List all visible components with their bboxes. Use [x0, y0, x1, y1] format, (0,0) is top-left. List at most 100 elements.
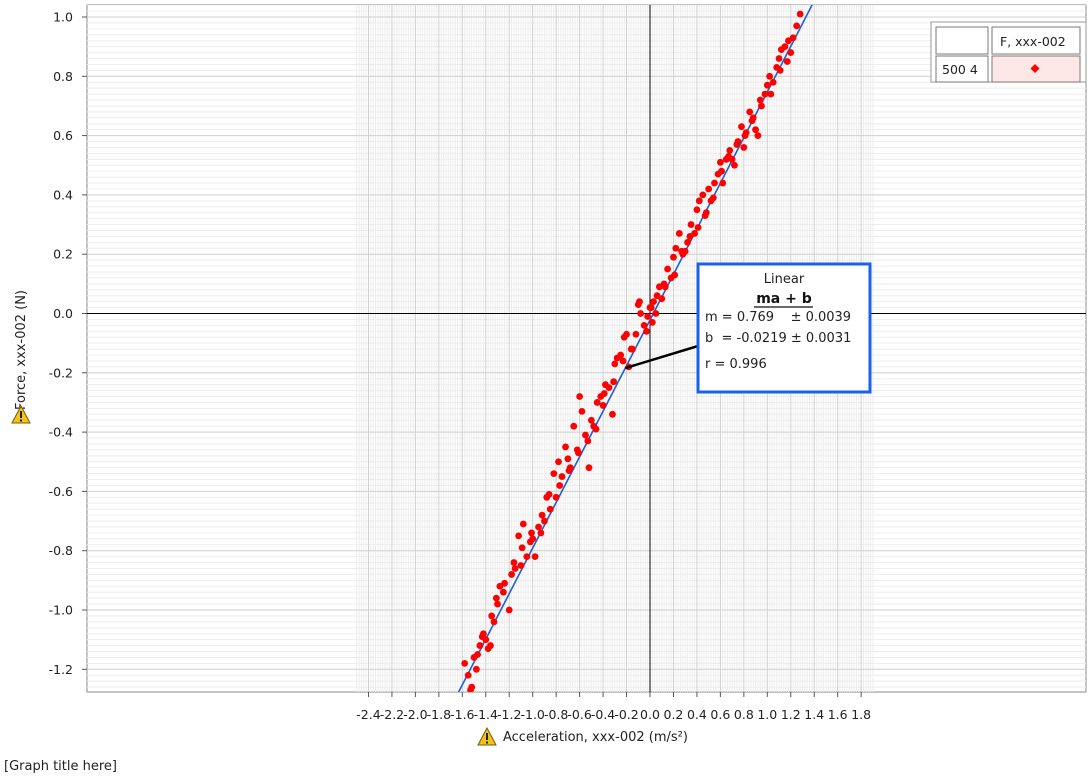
data-point	[578, 407, 586, 415]
x-tick-label: -0.4	[591, 707, 615, 722]
data-point	[562, 443, 569, 451]
data-point	[738, 123, 745, 131]
data-point	[783, 58, 791, 65]
x-tick-label: -0.2	[614, 707, 638, 722]
legend-marker-diamond	[1030, 64, 1040, 73]
data-point	[650, 298, 657, 306]
data-point	[733, 141, 741, 148]
fit-box-frame	[696, 262, 872, 394]
data-point	[653, 292, 661, 300]
x-tick-label: 1.4	[804, 707, 824, 722]
x-axis-ticks: -2.4 -2.2 -2.0 -1.8 -1.6 -1.4 -1.2 -1.0 -0.8 -0.6…	[356, 692, 871, 722]
graph-title[interactable]: [Graph title here]	[4, 759, 117, 774]
data-point	[758, 102, 765, 110]
data-point	[672, 244, 680, 252]
data-point	[461, 659, 469, 667]
data-point	[787, 49, 795, 56]
legend-header-right-cell[interactable]	[991, 26, 1081, 55]
x-tick-label: -0.8	[544, 707, 568, 722]
data-point	[546, 505, 554, 513]
x-tick-label: 0.8	[734, 707, 754, 722]
data-point	[684, 238, 691, 246]
data-point	[487, 642, 494, 649]
data-point	[575, 449, 582, 457]
data-point	[609, 410, 616, 418]
data-point	[531, 553, 539, 561]
zero-axes	[87, 5, 1086, 692]
data-point	[585, 464, 593, 472]
data-point	[488, 612, 496, 620]
data-point	[756, 96, 764, 104]
y-axis-title: Force, xxx-002 (N)	[14, 290, 29, 410]
data-point	[726, 147, 734, 154]
fit-box-slope: m = 0.769 ± 0.0039	[705, 310, 851, 325]
data-point	[584, 437, 592, 445]
data-point	[687, 221, 695, 228]
data-point	[686, 233, 694, 240]
y-tick-label: -0.6	[49, 484, 73, 499]
x-tick-label: 1.6	[828, 707, 848, 722]
data-point	[464, 671, 472, 679]
y-tick-label: 0.6	[53, 128, 73, 143]
data-point	[640, 321, 648, 329]
legend[interactable]: F, xxx-002 500 4	[930, 21, 1087, 83]
data-point	[508, 571, 515, 578]
data-point	[605, 384, 613, 392]
data-point	[627, 345, 635, 353]
x-axis-warning-icon[interactable]	[477, 726, 497, 746]
data-point	[670, 253, 677, 261]
data-point	[523, 553, 531, 561]
data-point	[748, 117, 756, 125]
data-point	[754, 132, 762, 140]
x-axis-title: Acceleration, xxx-002 (m/s²)	[503, 730, 688, 745]
data-point	[611, 360, 619, 368]
data-point	[647, 304, 655, 311]
data-point	[492, 594, 500, 602]
data-point	[719, 179, 727, 187]
data-point	[537, 529, 545, 537]
x-tick-label: 1.2	[781, 707, 801, 722]
data-point	[678, 247, 686, 255]
data-point	[518, 544, 526, 552]
data-point	[693, 206, 701, 214]
data-point	[776, 66, 784, 74]
x-tick-label: -1.4	[474, 707, 498, 722]
legend-row-label-cell[interactable]	[935, 55, 989, 83]
data-point	[761, 90, 769, 98]
x-tick-label: 0.6	[710, 707, 730, 722]
data-point	[528, 529, 535, 537]
data-point	[643, 327, 650, 335]
data-point	[664, 265, 671, 273]
data-point	[793, 22, 801, 30]
y-axis-warning-icon[interactable]	[11, 404, 31, 424]
data-point	[476, 642, 484, 649]
x-axis-label[interactable]: Acceleration, xxx-002 (m/s²)	[477, 726, 688, 746]
data-point	[552, 493, 560, 501]
data-point	[716, 158, 724, 166]
fit-annotation-pointer	[625, 344, 699, 370]
linear-fit-line[interactable]	[455, 0, 816, 698]
data-point	[701, 212, 709, 220]
data-point	[746, 108, 754, 116]
y-tick-label: -0.4	[49, 425, 73, 440]
data-point	[796, 10, 804, 18]
y-tick-label: -1.2	[49, 662, 73, 677]
y-tick-label: 0.2	[53, 247, 73, 262]
data-point	[467, 686, 474, 692]
x-tick-label: -2.0	[403, 707, 427, 722]
data-point	[494, 600, 501, 608]
fit-box-title: Linear	[764, 272, 805, 287]
linear-fit-box[interactable]: Linear ma + b m = 0.769 ± 0.0039 b = -0.…	[696, 262, 872, 394]
y-axis-label[interactable]: Force, xxx-002 (N)	[11, 290, 31, 424]
x-tick-label: 1.0	[757, 707, 777, 722]
data-point	[519, 520, 527, 528]
data-point	[709, 194, 717, 202]
data-point	[617, 351, 625, 359]
data-point	[781, 43, 789, 51]
data-point	[555, 458, 562, 466]
data-point	[652, 310, 660, 317]
data-point	[694, 224, 702, 231]
legend-header-left-cell[interactable]	[935, 26, 989, 55]
data-point	[550, 470, 558, 478]
